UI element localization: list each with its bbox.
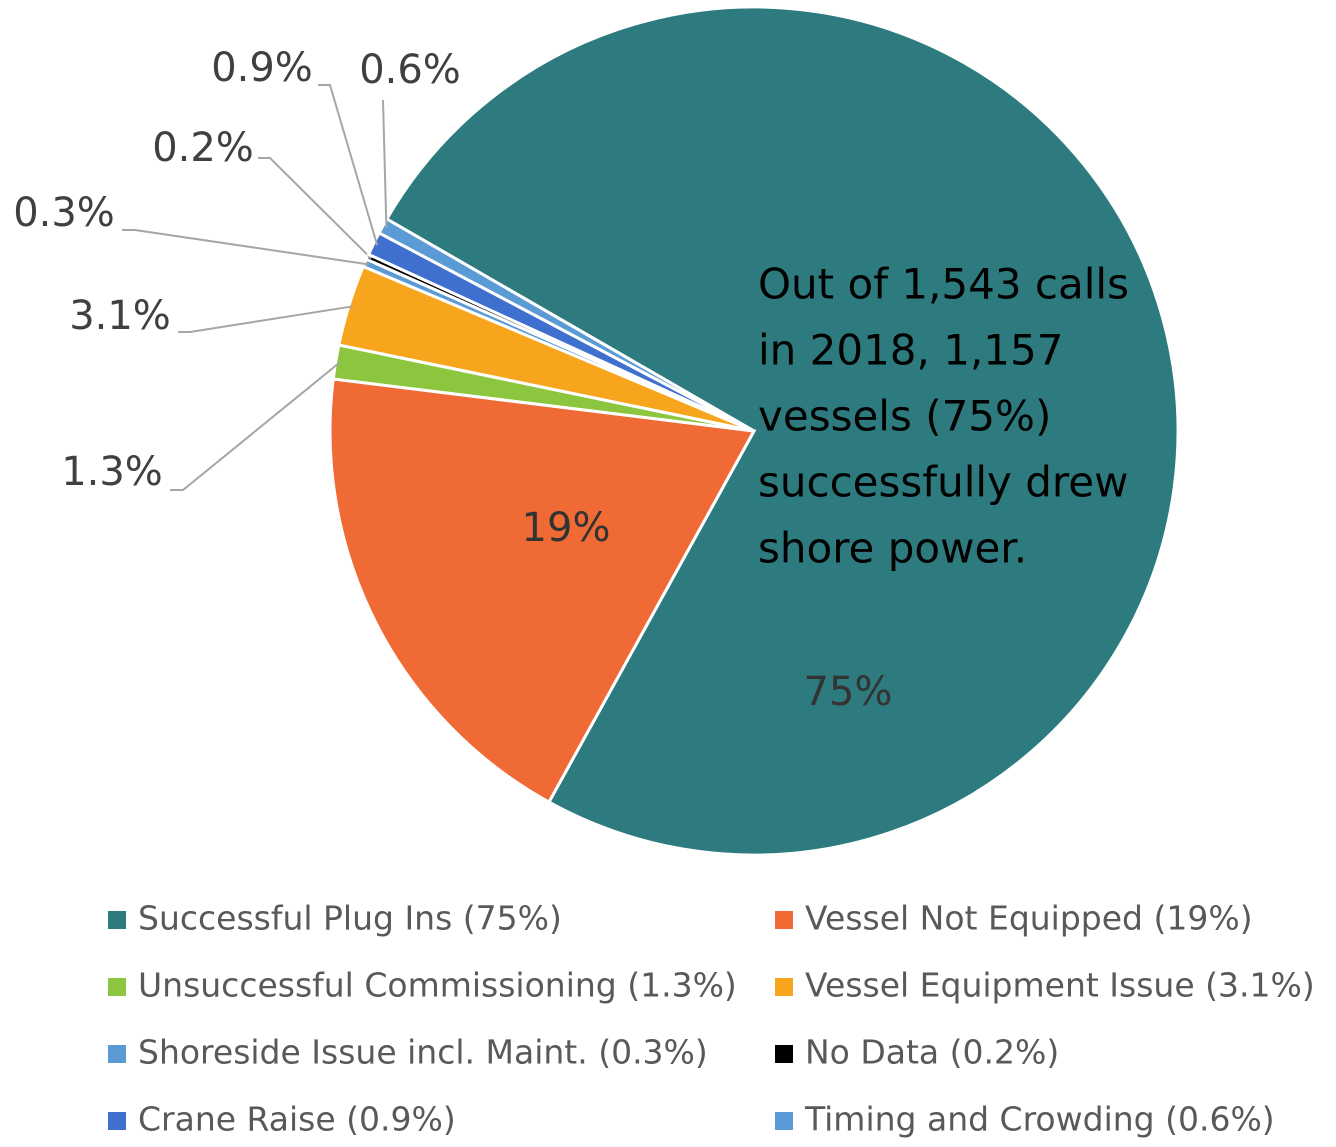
legend-swatch	[775, 911, 793, 929]
legend-label: Successful Plug Ins (75%)	[138, 899, 562, 938]
legend-swatch	[775, 978, 793, 996]
legend-label: Unsuccessful Commissioning (1.3%)	[138, 966, 737, 1005]
data-label: 19%	[522, 505, 611, 551]
leader-line	[122, 229, 369, 266]
data-label: 3.1%	[69, 293, 171, 339]
data-label: 0.3%	[13, 190, 115, 236]
data-label: 75%	[804, 669, 893, 715]
pie-slice	[384, 5, 1180, 857]
legend-swatch	[108, 911, 126, 929]
leader-line	[178, 305, 354, 333]
leader-line	[318, 84, 379, 246]
legend-swatch	[775, 1112, 793, 1130]
pie-slice	[328, 377, 757, 805]
annotation: in 2018, 1,157	[758, 326, 1063, 375]
legend-label: Shoreside Issue incl. Maint. (0.3%)	[138, 1033, 708, 1072]
data-label: 0.6%	[359, 47, 461, 93]
legend-swatch	[108, 1112, 126, 1130]
legend-label: Vessel Equipment Issue (3.1%)	[805, 966, 1315, 1005]
legend-swatch	[108, 1045, 126, 1063]
legend-label: No Data (0.2%)	[805, 1033, 1059, 1072]
data-label: 0.9%	[211, 45, 313, 91]
data-label: 1.3%	[61, 449, 163, 495]
legend-label: Vessel Not Equipped (19%)	[805, 899, 1253, 938]
annotation: shore power.	[758, 524, 1027, 573]
legend-label: Timing and Crowding (0.6%)	[804, 1100, 1275, 1139]
legend-swatch	[775, 1045, 793, 1063]
legend-swatch	[108, 978, 126, 996]
leader-line	[382, 99, 388, 228]
data-label: 0.2%	[152, 125, 254, 171]
annotation: successfully drew	[758, 458, 1128, 507]
leader-line	[258, 157, 372, 260]
annotation: vessels (75%)	[758, 392, 1051, 441]
legend-label: Crane Raise (0.9%)	[138, 1100, 456, 1139]
annotation: Out of 1,543 calls	[758, 260, 1129, 309]
leader-line	[170, 361, 341, 491]
